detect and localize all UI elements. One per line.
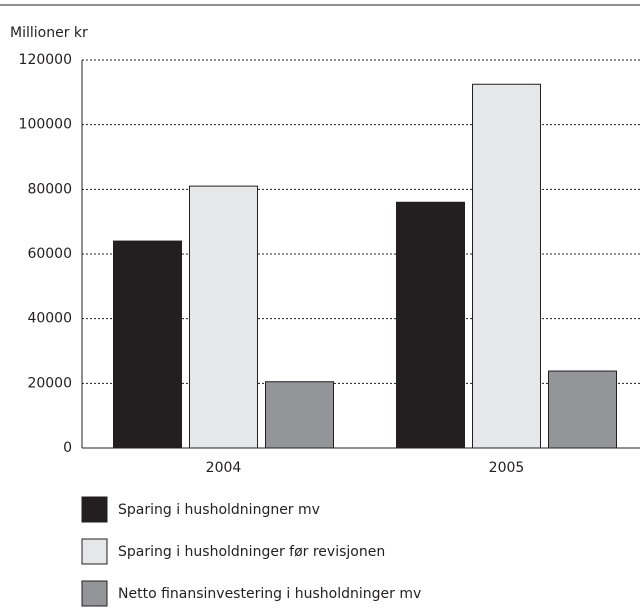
legend-label: Netto finansinvestering i husholdninger …	[118, 586, 421, 602]
legend-label: Sparing i husholdningner mv	[118, 502, 320, 518]
bar	[265, 381, 334, 449]
legend-swatch	[81, 538, 108, 565]
y-tick-label: 60000	[27, 246, 72, 262]
bar	[113, 240, 182, 449]
bar	[189, 185, 258, 449]
bar	[548, 370, 617, 449]
legend-label: Sparing i husholdninger før revisjonen	[118, 544, 385, 560]
x-tick-label: 2005	[489, 460, 525, 476]
bar	[396, 201, 465, 449]
legend-swatch	[81, 580, 108, 607]
y-axis-label: Millioner kr	[10, 25, 88, 41]
y-tick-label: 120000	[19, 52, 72, 68]
y-tick-label: 100000	[19, 117, 72, 133]
legend-swatch	[81, 496, 108, 523]
x-tick-label: 2004	[206, 460, 242, 476]
y-tick-label: 20000	[27, 375, 72, 391]
bar	[472, 83, 541, 449]
y-tick-label: 0	[63, 440, 72, 456]
y-tick-label: 80000	[27, 181, 72, 197]
y-tick-label: 40000	[27, 311, 72, 327]
